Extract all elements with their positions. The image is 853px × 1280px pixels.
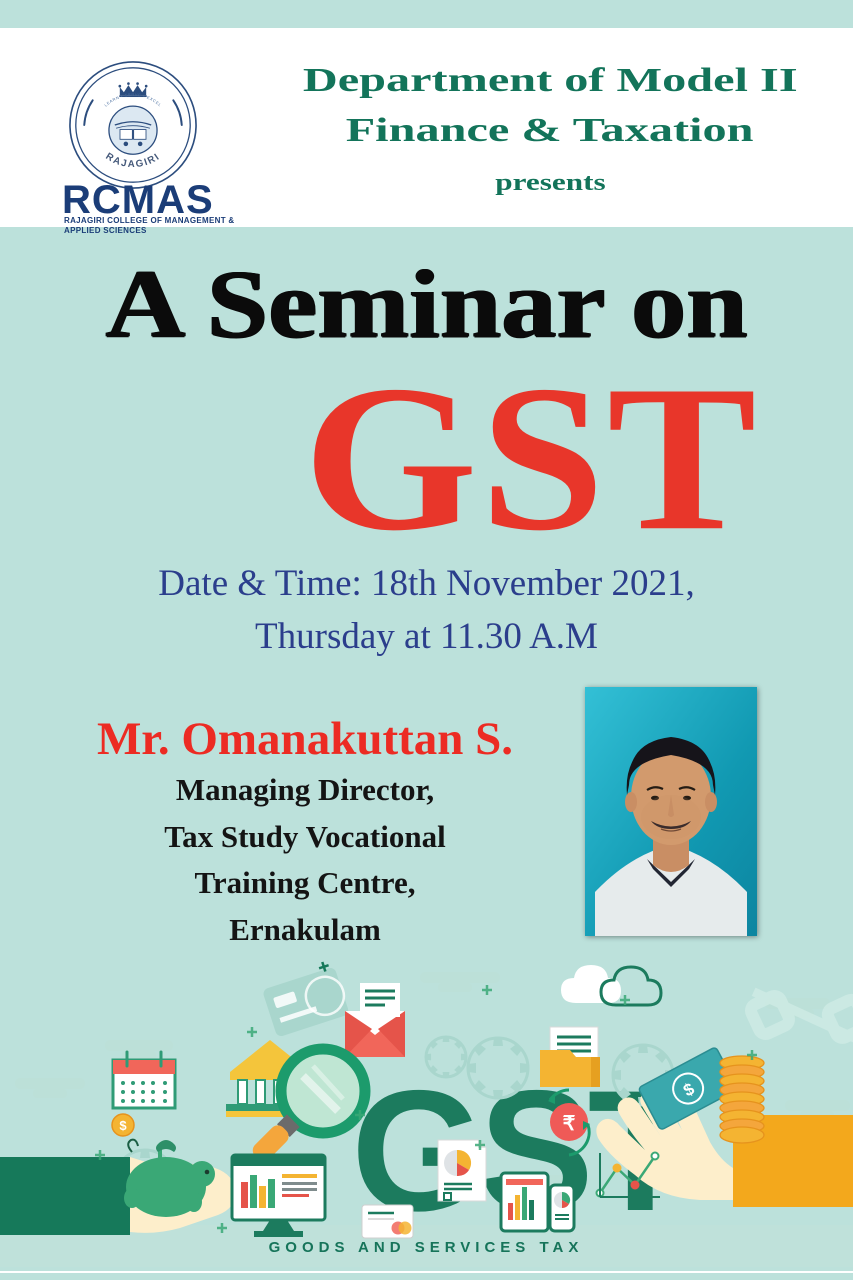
svg-text:$: $ [119, 1118, 127, 1133]
svg-text:₹: ₹ [563, 1113, 576, 1135]
